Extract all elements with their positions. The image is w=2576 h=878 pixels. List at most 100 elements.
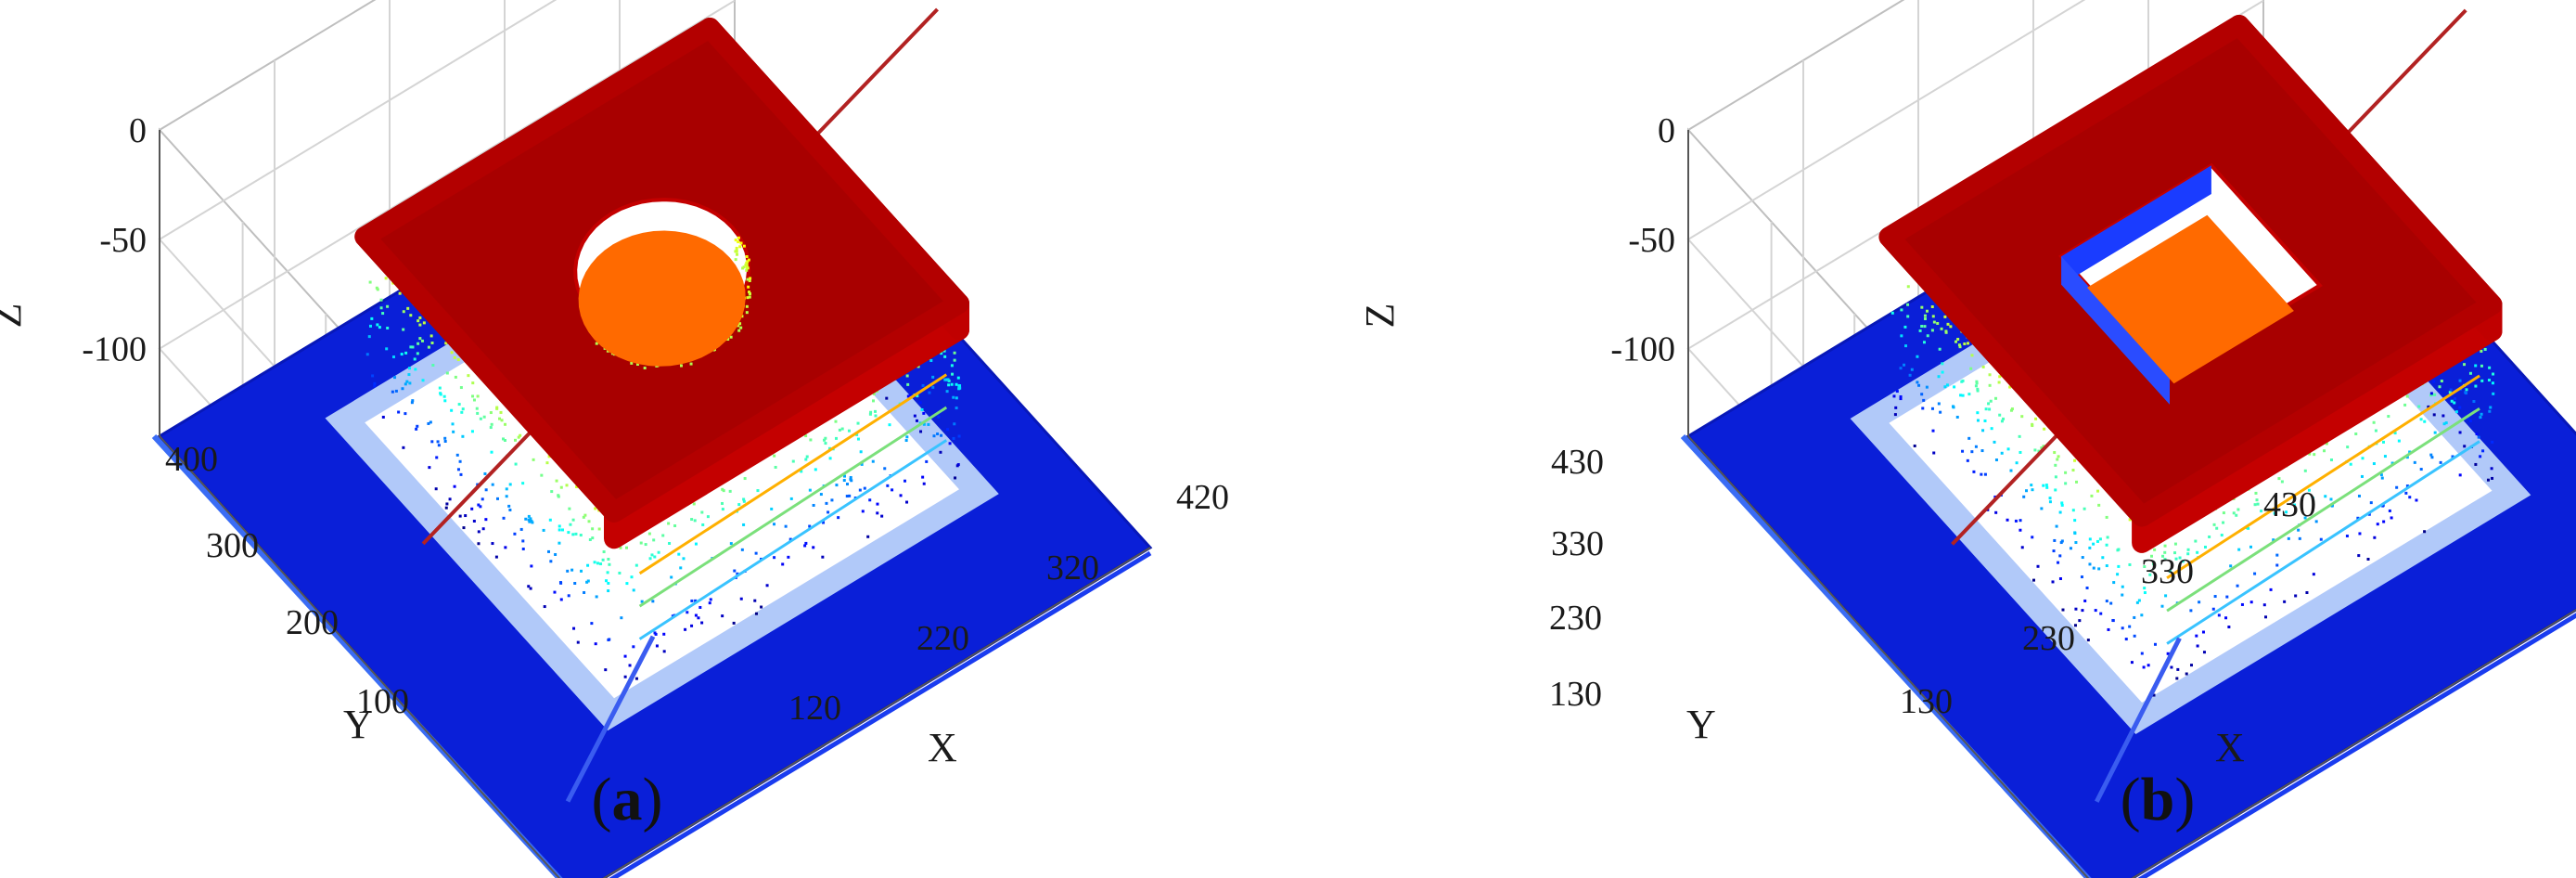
wall-point	[597, 527, 601, 531]
wall-point	[2031, 488, 2034, 492]
wall-point	[373, 384, 377, 388]
y-tick-label: 330	[1551, 524, 1604, 563]
wall-point	[2153, 642, 2157, 646]
wall-point	[1931, 429, 1935, 433]
wall-point	[2042, 445, 2045, 448]
wall-point	[952, 395, 955, 399]
wall-point	[770, 507, 774, 510]
wall-point	[921, 383, 925, 387]
wall-point	[607, 589, 610, 593]
x-tick-label: 320	[1046, 549, 1099, 587]
base-rim-line	[565, 635, 656, 803]
wall-point	[673, 524, 677, 528]
wall-point	[682, 557, 686, 561]
wall-point	[1916, 355, 1919, 358]
wall-point	[1967, 342, 1970, 345]
wall-point	[607, 557, 610, 561]
wall-point	[787, 555, 790, 559]
x-tick-label: 330	[2141, 552, 2194, 591]
wall-point	[530, 564, 533, 568]
wall-point	[521, 547, 525, 550]
wall-point	[2357, 554, 2361, 558]
wall-point	[455, 453, 459, 457]
wall-point	[1949, 325, 1953, 329]
wall-point	[459, 386, 463, 390]
wall-point	[1917, 383, 1921, 387]
wall-point	[443, 439, 447, 443]
wall-point	[427, 345, 430, 349]
wall-point	[825, 501, 828, 505]
wall-point	[709, 598, 712, 601]
wall-point	[608, 562, 611, 566]
wall-point	[586, 563, 590, 567]
wall-point	[460, 410, 464, 414]
wall-point	[871, 399, 875, 403]
wall-point	[386, 326, 390, 329]
wall-point	[2130, 661, 2134, 665]
wall-point	[2453, 401, 2456, 405]
wall-point	[2160, 604, 2164, 608]
wall-point	[701, 523, 705, 526]
wall-point	[2019, 450, 2022, 454]
wall-point	[842, 474, 846, 478]
wall-point	[2092, 542, 2095, 546]
wall-point	[1900, 334, 1903, 338]
wall-point	[413, 357, 417, 361]
wall-point	[1899, 367, 1903, 370]
wall-point	[542, 528, 545, 532]
wall-point	[2018, 434, 2021, 438]
wall-point	[916, 365, 920, 368]
wall-point	[2088, 537, 2092, 541]
wall-point	[2477, 435, 2480, 439]
wall-point	[849, 475, 852, 479]
hole-point	[746, 266, 750, 270]
wall-point	[2173, 542, 2177, 546]
wall-point	[527, 518, 531, 522]
wall-point	[693, 519, 697, 523]
wall-point	[1931, 315, 1935, 318]
wall-point	[866, 535, 870, 538]
wall-point	[822, 521, 826, 524]
wall-point	[940, 352, 943, 355]
wall-point	[869, 410, 873, 414]
wall-point	[514, 438, 518, 442]
wall-point	[1990, 427, 1993, 431]
wall-point	[937, 415, 941, 419]
wall-trace	[2166, 374, 2480, 580]
wall-point	[904, 439, 908, 443]
wall-point	[2109, 601, 2113, 605]
wall-point	[1961, 394, 1965, 397]
wall-point	[2381, 504, 2385, 508]
wall-point	[2051, 580, 2055, 584]
wall-point	[905, 500, 909, 504]
wall-point	[490, 450, 493, 454]
wall-point	[754, 612, 758, 615]
wall-point	[1916, 381, 1919, 384]
wall-point	[406, 306, 410, 310]
wall-point	[808, 488, 812, 492]
wall-point	[1944, 330, 1948, 334]
wall-point	[760, 605, 763, 609]
wall-point	[2275, 563, 2279, 567]
wall-point	[2483, 347, 2487, 351]
hole-point	[737, 236, 740, 239]
wall-point	[2324, 495, 2327, 498]
wall-point	[368, 324, 372, 328]
wall-point	[477, 542, 481, 546]
wall-point	[1994, 458, 1998, 462]
wall-point	[458, 459, 462, 463]
wall-point	[2148, 573, 2152, 576]
wall-point	[557, 524, 561, 528]
wall-point	[607, 581, 610, 585]
wall-point	[453, 484, 456, 488]
wall-point	[1981, 429, 1985, 433]
wall-point	[737, 503, 741, 507]
wall-point	[946, 378, 950, 381]
wall-point	[2143, 591, 2147, 595]
wall-point	[557, 495, 560, 498]
wall-point	[2074, 607, 2078, 611]
wall-point	[2198, 600, 2201, 604]
wall-point	[557, 528, 561, 532]
wall-point	[2488, 366, 2492, 369]
wall-point	[519, 527, 523, 531]
